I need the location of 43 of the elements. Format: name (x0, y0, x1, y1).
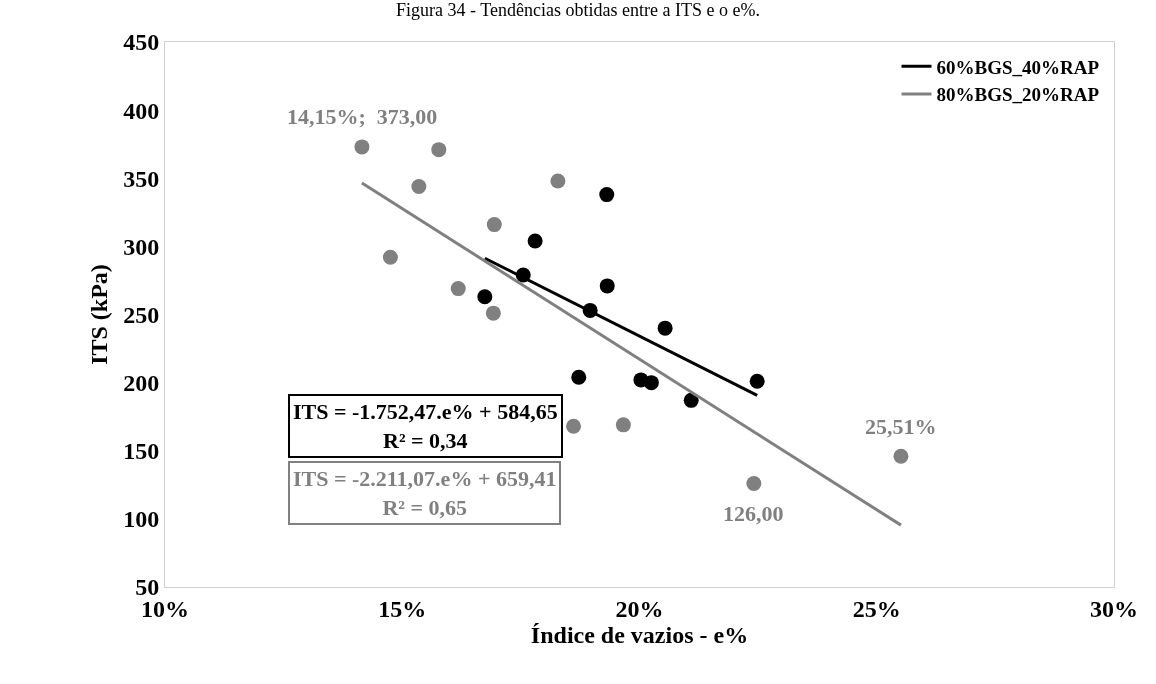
point (657, 320, 673, 336)
y-tick-label: 400 (123, 97, 160, 124)
point (615, 417, 631, 433)
point (749, 373, 765, 389)
point (431, 142, 447, 158)
point (893, 448, 909, 464)
annotation: 25,51% (865, 414, 937, 439)
y-tick-label: 200 (123, 370, 160, 397)
point (485, 305, 501, 321)
y-tick-label: 250 (123, 301, 160, 328)
x-tick-label: 20% (615, 595, 664, 622)
point (599, 187, 615, 203)
point (683, 392, 699, 408)
annotation: 126,00 (723, 501, 784, 526)
x-axis-title: Índice de vazios - e% (530, 621, 749, 648)
point (477, 289, 493, 305)
point (571, 369, 587, 385)
point (599, 278, 615, 294)
y-tick-label: 450 (123, 29, 160, 56)
point (527, 233, 543, 249)
point (643, 375, 659, 391)
point (450, 281, 466, 297)
x-tick-label: 25% (852, 595, 901, 622)
point (746, 475, 762, 491)
x-tick-label: 15% (378, 595, 427, 622)
legend-label: 80%BGS_20%RAP (936, 84, 1100, 106)
annotation: 14,15%; 373,00 (287, 104, 438, 129)
x-tick-label: 30% (1090, 595, 1138, 622)
y-tick-label: 100 (123, 506, 160, 533)
annotation: ITS = -1.752,47.e% + 584,65 R² = 0,34 (293, 399, 558, 453)
y-tick-label: 300 (123, 233, 160, 260)
point (566, 418, 582, 434)
legend-label: 60%BGS_40%RAP (936, 56, 1100, 78)
annotation: ITS = -2.211,07.e% + 659,41 R² = 0,65 (293, 466, 557, 520)
chart-title: Figura 34 - Tendências obtidas entre a ITS e o e%. (396, 0, 760, 21)
y-tick-label: 150 (123, 438, 160, 465)
point (550, 173, 566, 189)
point (486, 217, 502, 233)
point (382, 249, 398, 265)
point (411, 178, 427, 194)
y-tick-label: 350 (123, 165, 160, 192)
y-axis-title: ITS (kPa) (86, 264, 113, 365)
point (354, 139, 370, 155)
